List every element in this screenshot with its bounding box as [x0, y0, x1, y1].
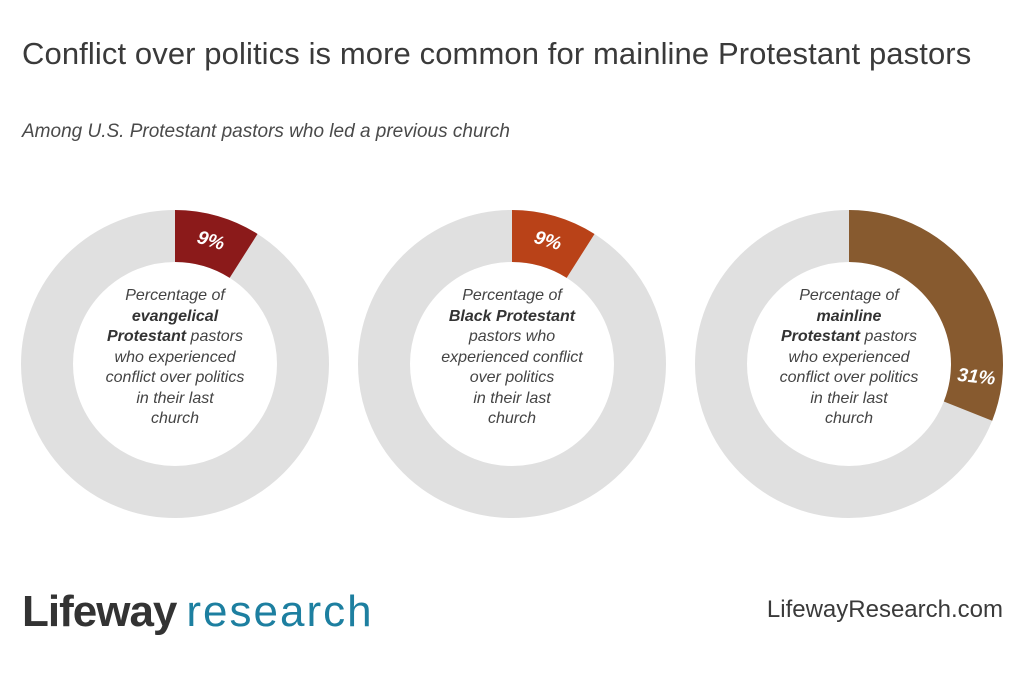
- donut-mainline-caption-text: who experienced: [788, 348, 910, 366]
- donut-mainline-caption-line: in their last: [759, 389, 939, 410]
- donut-mainline-caption-line: conflict over politics: [759, 368, 939, 389]
- donut-mainline-caption-line: who experienced: [759, 348, 939, 369]
- donut-mainline-caption-text: pastors: [860, 328, 918, 345]
- donut-black-protestant-caption-text: Percentage of: [462, 287, 562, 304]
- donut-evangelical-caption-line: who experienced: [85, 348, 265, 369]
- donut-mainline-caption-text: in their last: [810, 389, 888, 407]
- donut-evangelical-caption-line: church: [85, 409, 265, 430]
- donut-black-protestant: 9% Percentage of Black Protestant pastors …: [358, 210, 666, 518]
- donut-black-protestant-caption-text: Black Protestant: [448, 307, 576, 325]
- donut-black-protestant-caption-line: experienced conflict: [422, 348, 602, 369]
- donut-mainline-caption-text: Protestant: [780, 328, 861, 345]
- donut-black-protestant-segment: [512, 210, 595, 278]
- donut-mainline: 31% Percentage of mainline Protestant past…: [695, 210, 1003, 518]
- donut-evangelical-caption-text: pastors: [186, 328, 244, 345]
- donut-mainline-caption-text: church: [824, 410, 874, 427]
- donut-black-protestant-caption-text: in their last: [473, 389, 551, 407]
- donut-black-protestant-svg: 9%: [358, 210, 666, 518]
- donut-mainline-caption-line: mainline: [759, 307, 939, 328]
- donut-evangelical-segment: [175, 210, 258, 278]
- donut-black-protestant-caption-line: over politics: [422, 368, 602, 389]
- donut-black-protestant-caption-line: church: [422, 409, 602, 430]
- donut-evangelical-caption-line: conflict over politics: [85, 368, 265, 389]
- donut-black-protestant-caption: Percentage of Black Protestant pastors who…: [422, 286, 602, 430]
- donut-black-protestant-caption-line: pastors who: [422, 327, 602, 348]
- logo-word-research: research: [186, 587, 374, 636]
- donut-black-protestant-caption-text: pastors who: [468, 328, 556, 345]
- donut-evangelical-caption-text: church: [150, 410, 200, 427]
- donut-black-protestant-caption-text: over politics: [469, 369, 555, 386]
- lifeway-research-logo: Lifeway research: [22, 588, 374, 636]
- donut-evangelical-caption-text: Protestant: [106, 328, 187, 345]
- donut-evangelical-caption-text: Percentage of: [125, 287, 225, 304]
- chart-subtitle: Among U.S. Protestant pastors who led a …: [22, 121, 510, 142]
- donut-evangelical: 9% Percentage of evangelical Protestant pa…: [21, 210, 329, 518]
- donut-mainline-caption-line: Protestant pastors: [759, 327, 939, 348]
- donut-black-protestant-caption-line: in their last: [422, 389, 602, 410]
- donut-mainline-caption-text: conflict over politics: [779, 369, 919, 386]
- donut-evangelical-caption: Percentage of evangelical Protestant pasto…: [85, 286, 265, 430]
- donut-evangelical-caption-line: in their last: [85, 389, 265, 410]
- donut-evangelical-caption-text: who experienced: [114, 348, 236, 366]
- donut-evangelical-caption-text: evangelical: [131, 307, 219, 325]
- donut-evangelical-caption-line: Protestant pastors: [85, 327, 265, 348]
- donut-black-protestant-caption-line: Percentage of: [422, 286, 602, 307]
- donut-mainline-caption-text: mainline: [816, 307, 882, 325]
- donut-mainline-caption-line: Percentage of: [759, 286, 939, 307]
- donut-mainline-caption: Percentage of mainline Protestant pastors w…: [759, 286, 939, 430]
- donut-mainline-value-label: 31%: [956, 365, 996, 390]
- donut-black-protestant-caption-line: Black Protestant: [422, 307, 602, 328]
- donut-evangelical-caption-line: evangelical: [85, 307, 265, 328]
- website-url: LifewayResearch.com: [766, 596, 1003, 623]
- chart-title: Conflict over politics is more common fo…: [22, 36, 972, 71]
- donut-evangelical-caption-text: conflict over politics: [105, 369, 245, 386]
- donut-mainline-caption-text: Percentage of: [799, 287, 899, 304]
- logo-word-lifeway: Lifeway: [22, 587, 177, 636]
- donut-mainline-svg: 31%: [695, 210, 1003, 518]
- donut-mainline-segment: [849, 210, 1003, 421]
- donut-evangelical-svg: 9%: [21, 210, 329, 518]
- donut-mainline-caption-line: church: [759, 409, 939, 430]
- donut-black-protestant-caption-text: experienced conflict: [441, 348, 583, 366]
- donut-evangelical-caption-text: in their last: [136, 389, 214, 407]
- donut-evangelical-caption-line: Percentage of: [85, 286, 265, 307]
- donut-black-protestant-caption-text: church: [487, 410, 537, 427]
